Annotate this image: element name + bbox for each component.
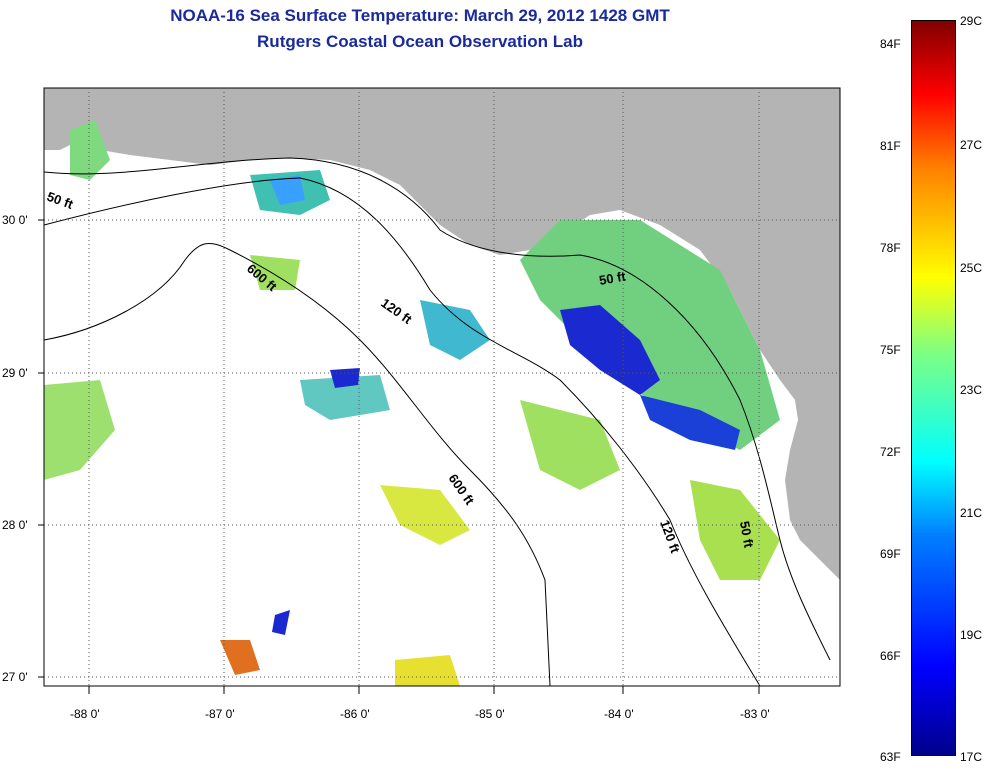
colorbar-c-label: 19C xyxy=(960,628,983,642)
contour-600ft xyxy=(44,242,551,686)
lon-tick-label: -88 0' xyxy=(70,707,100,721)
contour-label: 50 ft xyxy=(598,268,628,288)
colorbar-f-label: 63F xyxy=(880,750,901,764)
colorbar-c-label: 25C xyxy=(960,261,983,275)
sst-map: 50 ft 600 ft 120 ft 50 ft 600 ft 120 ft … xyxy=(2,87,841,721)
colorbar-f-label: 81F xyxy=(880,139,901,153)
colorbar-f-label: 69F xyxy=(880,547,901,561)
lon-tick-label: -86 0' xyxy=(340,707,370,721)
lat-tick-label: 29 0' xyxy=(2,366,28,380)
land-mass xyxy=(44,88,840,580)
lat-tick-label: 28 0' xyxy=(2,518,28,532)
colorbar-f-label: 75F xyxy=(880,343,901,357)
axis-ticks xyxy=(38,219,760,694)
contour-50ft xyxy=(44,157,831,661)
lon-tick-label: -83 0' xyxy=(740,707,770,721)
graticule xyxy=(44,88,840,686)
map-title: NOAA-16 Sea Surface Temperature: March 2… xyxy=(170,6,670,25)
map-subtitle: Rutgers Coastal Ocean Observation Lab xyxy=(257,32,583,51)
colorbar-c-label: 23C xyxy=(960,383,983,397)
colorbar-f-label: 78F xyxy=(880,241,901,255)
colorbar-c-label: 21C xyxy=(960,506,983,520)
map-frame xyxy=(43,87,841,687)
contour-120ft xyxy=(44,177,761,686)
colorbar-f-label: 72F xyxy=(880,445,901,459)
colorbar-c-label: 17C xyxy=(960,750,983,764)
colorbar-c-label: 29C xyxy=(960,14,983,28)
colorbar xyxy=(911,20,956,756)
colorbar-f-label: 66F xyxy=(880,649,901,663)
colorbar-f-label: 84F xyxy=(880,37,901,51)
colorbar-c-label: 27C xyxy=(960,138,983,152)
lon-tick-label: -87 0' xyxy=(205,707,235,721)
sst-patches xyxy=(44,120,780,686)
lon-tick-label: -84 0' xyxy=(604,707,634,721)
contour-label: 50 ft xyxy=(737,520,757,550)
lon-tick-label: -85 0' xyxy=(475,707,505,721)
depth-contours xyxy=(44,157,831,686)
lat-tick-label: 30 0' xyxy=(2,213,28,227)
lat-tick-label: 27 0' xyxy=(2,670,28,684)
